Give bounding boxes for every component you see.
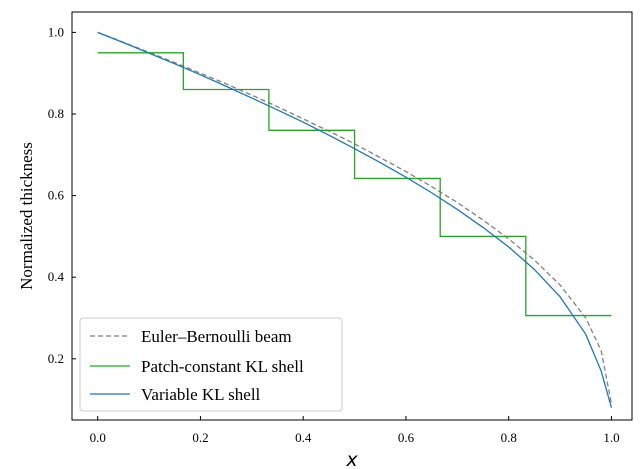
x-tick-label: 0.8 [501, 430, 517, 445]
y-tick-label: 0.4 [48, 269, 65, 284]
x-tick-label: 0.6 [398, 430, 415, 445]
x-tick-label: 0.4 [295, 430, 312, 445]
legend-label-patch-constant: Patch-constant KL shell [141, 357, 304, 376]
legend-box [79, 317, 343, 412]
series-line-variable [97, 31, 613, 408]
y-tick-label: 0.2 [48, 351, 64, 366]
y-tick-label: 0.8 [48, 106, 64, 121]
series-line-patch-constant [97, 52, 612, 317]
x-axis-ticks: 0.0 0.2 0.4 0.6 0.8 1.0 [90, 416, 620, 445]
series-line-euler-bernoulli [97, 31, 613, 404]
legend-label-variable: Variable KL shell [141, 385, 261, 404]
axes-frame [71, 11, 633, 421]
y-axis-label: Normalized thickness [17, 142, 36, 290]
legend-label-euler-bernoulli: Euler–Bernoulli beam [141, 327, 292, 346]
x-axis-label: x [345, 449, 358, 469]
x-tick-label: 0.2 [192, 430, 208, 445]
plot-area [97, 31, 613, 408]
y-tick-label: 1.0 [48, 24, 64, 39]
y-axis-ticks: 0.2 0.4 0.6 0.8 1.0 [48, 24, 76, 366]
x-tick-label: 1.0 [603, 430, 619, 445]
x-tick-label: 0.0 [90, 430, 106, 445]
y-tick-label: 0.6 [48, 188, 65, 203]
legend: Euler–Bernoulli beam Patch-constant KL s… [79, 317, 343, 412]
